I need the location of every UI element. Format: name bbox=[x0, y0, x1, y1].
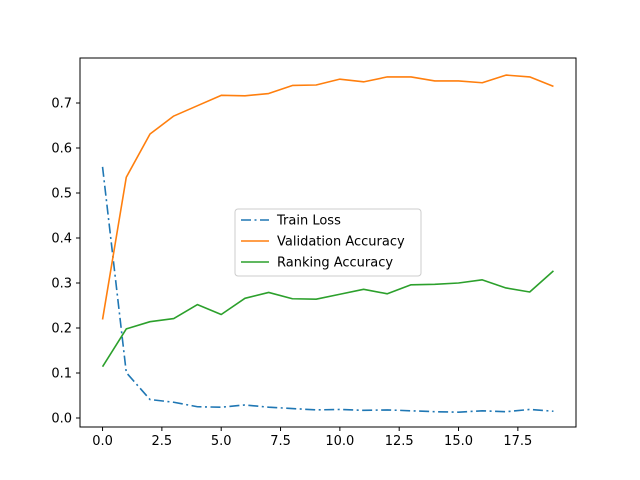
y-tick-label: 0.6 bbox=[51, 142, 72, 157]
series-line-ranking-accuracy bbox=[101, 270, 554, 368]
y-tick-label: 0.2 bbox=[51, 322, 72, 337]
series-line-validation-accuracy bbox=[101, 74, 554, 320]
x-tick-label: 7.5 bbox=[270, 434, 291, 449]
x-tick-label: 0.0 bbox=[92, 434, 113, 449]
y-tick-label: 0.0 bbox=[51, 412, 72, 427]
legend-box bbox=[234, 208, 422, 277]
axes: 0.0 2.5 5.0 7.5 10.0 12.5 15.0 17.5 0.0 0.1 0.2 0.3… bbox=[51, 97, 532, 450]
x-tick-label: 12.5 bbox=[385, 434, 414, 449]
legend: Train Loss Validation Accuracy Ranking Acc… bbox=[234, 208, 422, 277]
y-tick-label: 0.4 bbox=[51, 232, 72, 247]
y-tick-label: 0.5 bbox=[51, 187, 72, 202]
y-tick-label: 0.7 bbox=[51, 97, 72, 112]
y-tick-label: 0.1 bbox=[51, 367, 72, 382]
legend-label: Ranking Accuracy bbox=[277, 256, 393, 271]
series-line-train-loss bbox=[101, 166, 554, 413]
x-tick-label: 10.0 bbox=[325, 434, 354, 449]
plot-frame bbox=[79, 57, 577, 428]
y-tick-label: 0.3 bbox=[51, 277, 72, 292]
x-tick-label: 17.5 bbox=[503, 434, 532, 449]
x-tick-label: 2.5 bbox=[152, 434, 173, 449]
legend-label: Validation Accuracy bbox=[277, 235, 405, 250]
plot-area bbox=[101, 74, 554, 413]
legend-label: Train Loss bbox=[276, 214, 341, 229]
x-tick-label: 5.0 bbox=[211, 434, 232, 449]
x-tick-label: 15.0 bbox=[444, 434, 473, 449]
